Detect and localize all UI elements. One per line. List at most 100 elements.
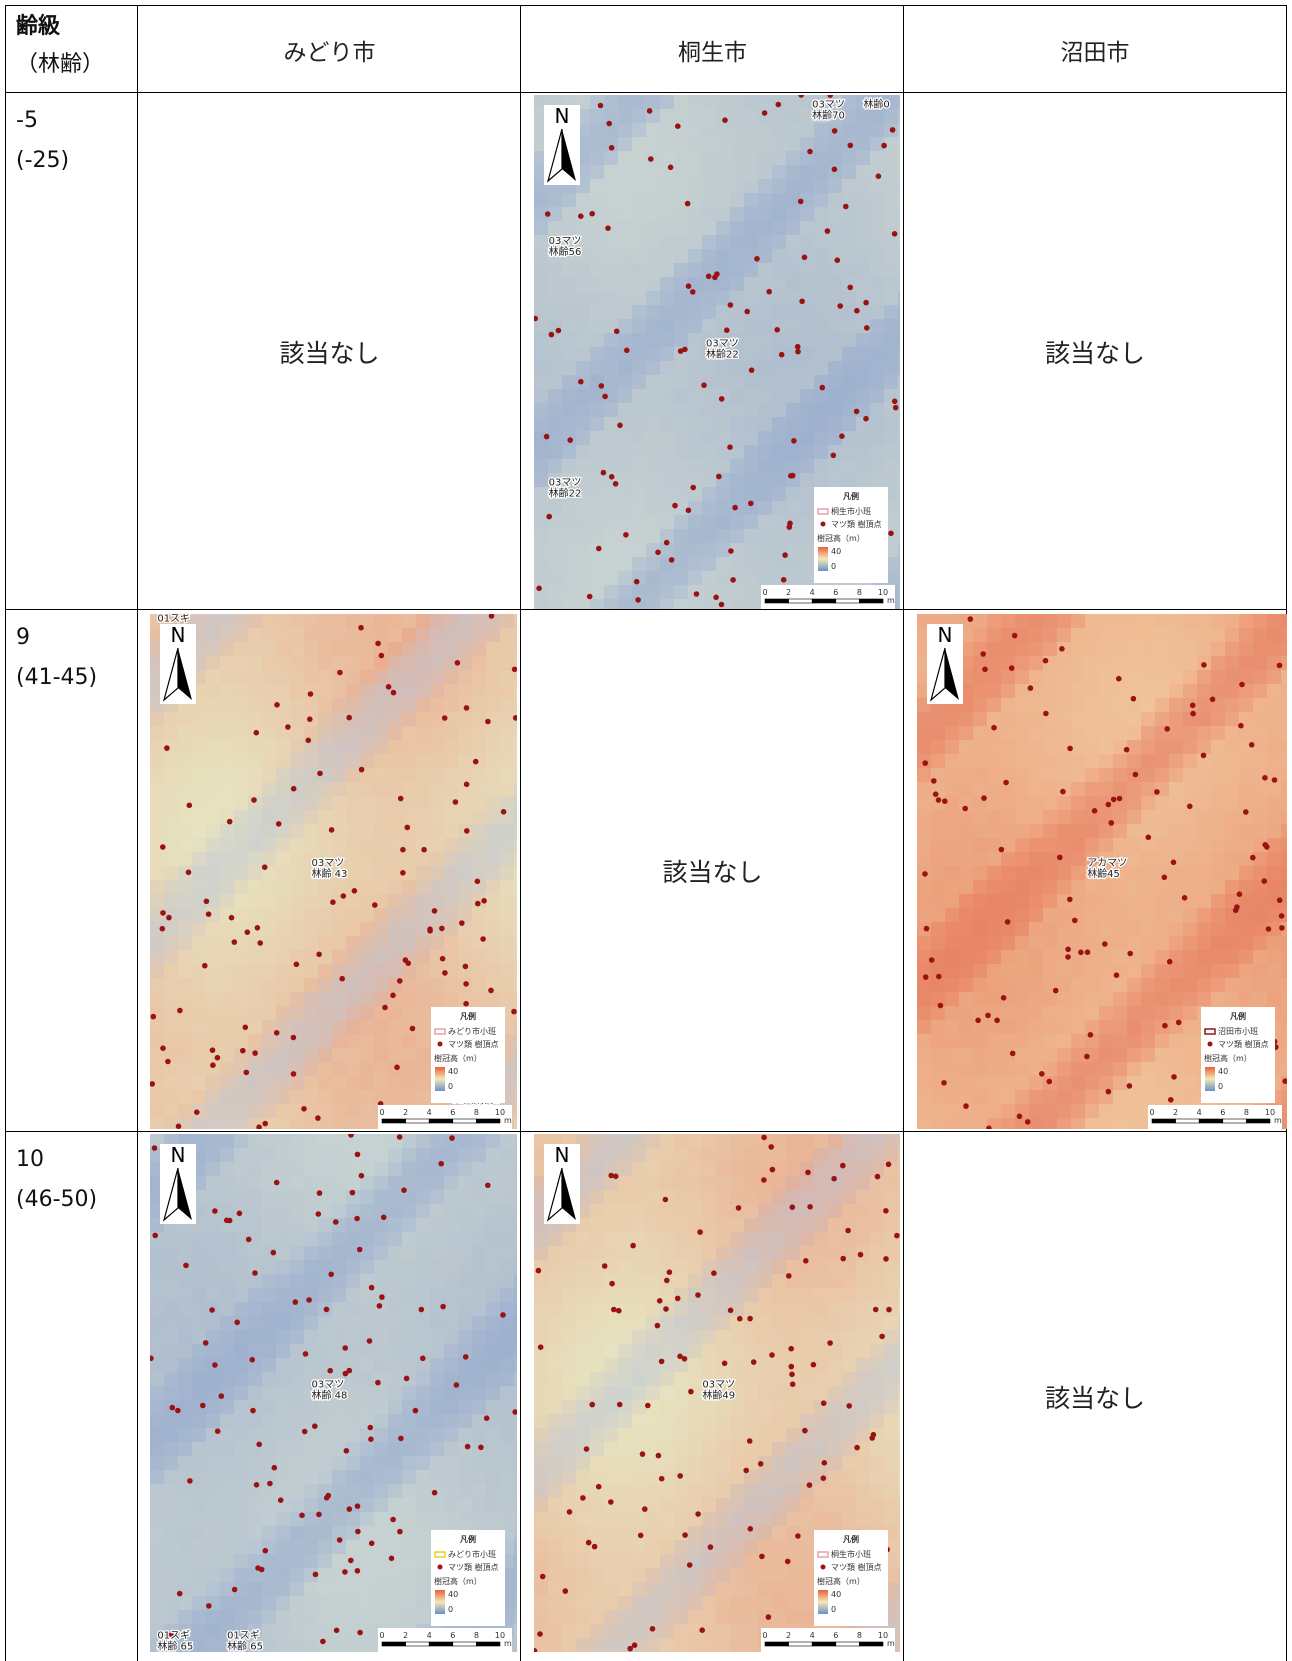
raster-cell — [576, 1302, 590, 1316]
tree-top-dot — [301, 1106, 307, 1112]
raster-cell — [1071, 698, 1085, 712]
raster-cell — [514, 1274, 517, 1288]
raster-cell — [192, 1470, 206, 1484]
raster-cell — [290, 656, 304, 670]
raster-cell — [959, 712, 973, 726]
raster-cell — [514, 1554, 517, 1568]
raster-cell — [1085, 1062, 1099, 1076]
raster-cell — [290, 1006, 304, 1020]
legend-ramp — [435, 1590, 445, 1614]
raster-cell — [688, 1162, 702, 1176]
raster-cell — [150, 1484, 164, 1498]
raster-cell — [898, 291, 900, 305]
raster-cell — [178, 908, 192, 922]
tree-top-dot — [1176, 1020, 1182, 1026]
raster-cell — [674, 585, 688, 599]
raster-cell — [1197, 978, 1211, 992]
raster-cell — [730, 263, 744, 277]
raster-cell — [898, 235, 900, 249]
raster-cell — [514, 950, 517, 964]
raster-cell — [1113, 824, 1127, 838]
raster-cell — [248, 880, 262, 894]
raster-cell — [388, 1274, 402, 1288]
raster-cell — [1001, 1076, 1015, 1090]
raster-cell — [814, 445, 828, 459]
tree-top-dot — [219, 1393, 225, 1399]
tree-top-dot — [647, 108, 653, 114]
raster-cell — [1127, 992, 1141, 1006]
raster-cell — [402, 1048, 416, 1062]
raster-cell — [374, 1484, 388, 1498]
raster-cell — [1113, 810, 1127, 824]
raster-cell — [772, 179, 786, 193]
raster-cell — [987, 656, 1001, 670]
raster-cell — [360, 1090, 374, 1104]
raster-cell — [304, 1232, 318, 1246]
raster-cell — [220, 1484, 234, 1498]
tree-top-dot — [459, 920, 465, 926]
raster-cell — [590, 1190, 604, 1204]
tree-top-dot — [843, 204, 849, 210]
stand-label: 03マツ — [311, 1379, 344, 1390]
raster-cell — [1113, 768, 1127, 782]
raster-cell — [444, 950, 458, 964]
raster-cell — [472, 1358, 486, 1372]
raster-cell — [206, 1034, 220, 1048]
raster-cell — [772, 515, 786, 529]
raster-cell — [290, 1526, 304, 1540]
raster-cell — [514, 1498, 517, 1512]
raster-cell — [1267, 992, 1281, 1006]
raster-cell — [472, 1428, 486, 1442]
raster-cell — [1015, 936, 1029, 950]
raster-cell — [402, 684, 416, 698]
raster-cell — [1029, 628, 1043, 642]
raster-cell — [1071, 936, 1085, 950]
raster-cell — [1113, 1048, 1127, 1062]
raster-cell — [360, 740, 374, 754]
raster-cell — [1043, 1118, 1057, 1129]
raster-cell — [1281, 782, 1287, 796]
raster-cell — [618, 109, 632, 123]
raster-cell — [276, 1232, 290, 1246]
tree-top-dot — [413, 1408, 419, 1414]
raster-cell — [206, 642, 220, 656]
raster-cell — [304, 1302, 318, 1316]
raster-cell — [534, 361, 548, 375]
raster-cell — [646, 1204, 660, 1218]
raster-cell — [674, 375, 688, 389]
raster-cell — [870, 277, 884, 291]
raster-cell — [1141, 838, 1155, 852]
raster-cell — [192, 1090, 206, 1104]
raster-cell — [220, 950, 234, 964]
raster-cell — [304, 768, 318, 782]
raster-cell — [514, 1484, 517, 1498]
raster-cell — [472, 712, 486, 726]
raster-cell — [828, 137, 842, 151]
raster-cell — [534, 1302, 548, 1316]
raster-cell — [1127, 628, 1141, 642]
tree-top-dot — [1043, 658, 1049, 664]
raster-cell — [646, 263, 660, 277]
raster-cell — [618, 305, 632, 319]
tree-top-dot — [355, 1152, 361, 1158]
raster-cell — [234, 978, 248, 992]
tree-top-dot — [980, 651, 986, 657]
tree-top-dot — [194, 1109, 200, 1115]
tree-top-dot — [212, 1208, 218, 1214]
raster-cell — [716, 459, 730, 473]
raster-cell — [702, 515, 716, 529]
raster-cell — [262, 1372, 276, 1386]
raster-cell — [514, 922, 517, 936]
raster-cell — [800, 1302, 814, 1316]
raster-cell — [646, 473, 660, 487]
raster-cell — [814, 151, 828, 165]
raster-cell — [220, 1400, 234, 1414]
raster-cell — [1127, 726, 1141, 740]
raster-cell — [514, 628, 517, 642]
raster-cell — [164, 1034, 178, 1048]
raster-cell — [206, 1568, 220, 1582]
raster-cell — [884, 109, 898, 123]
raster-cell — [220, 1104, 234, 1118]
raster-cell — [632, 529, 646, 543]
